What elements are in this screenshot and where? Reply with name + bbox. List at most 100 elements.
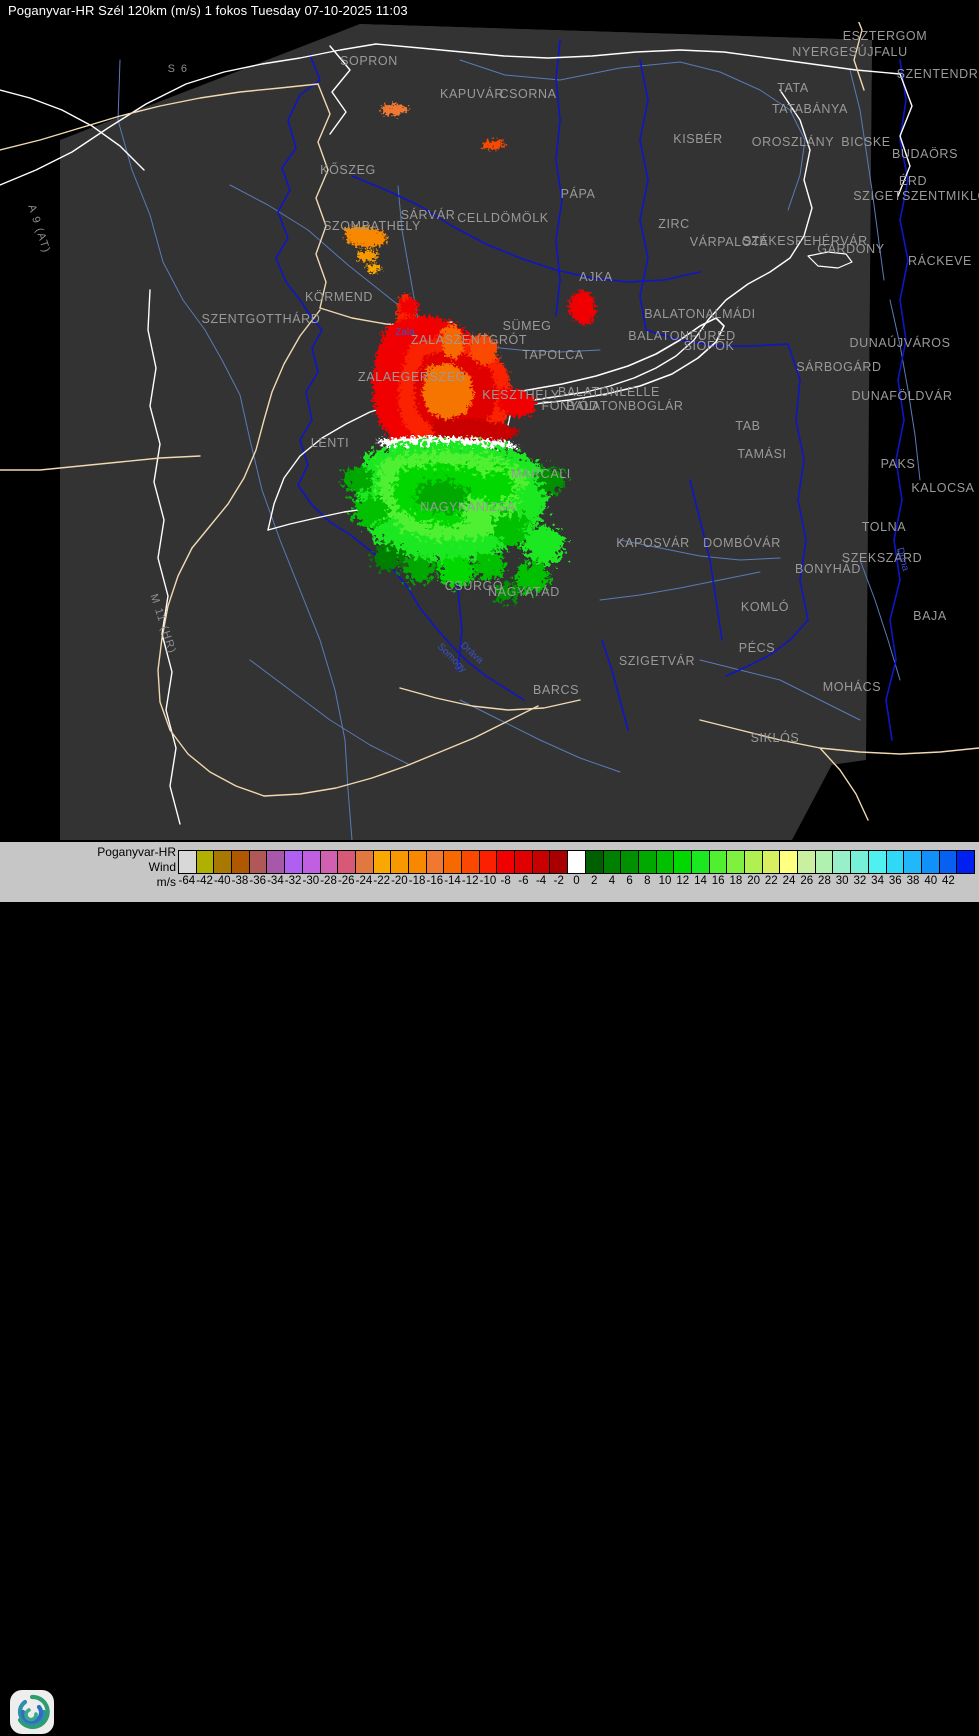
- color-scale-tick: -40: [213, 875, 231, 887]
- color-scale-tick: -38: [231, 875, 249, 887]
- color-scale-tick: 28: [818, 875, 831, 887]
- color-swatch: [568, 851, 586, 873]
- color-swatch: [302, 851, 321, 873]
- city-label: ZIRC: [658, 217, 690, 231]
- color-swatch: [355, 851, 374, 873]
- city-label: SZOMBATHELY: [323, 219, 421, 233]
- color-swatch: [656, 851, 675, 873]
- city-label: BUDAÖRS: [892, 147, 958, 161]
- color-scale-tick: -26: [337, 875, 355, 887]
- city-label: BALATONALMÁDI: [644, 306, 756, 321]
- color-scale-tick: -8: [500, 875, 511, 887]
- color-scale-tick: 38: [906, 875, 920, 887]
- color-swatch: [320, 851, 339, 873]
- color-scale-tick: -2: [553, 875, 564, 887]
- color-scale-tick: 4: [608, 875, 616, 887]
- city-label: ZALASZENTGRÓT: [411, 332, 527, 347]
- city-label: DOMBÓVÁR: [703, 535, 781, 550]
- city-label: MARCALI: [511, 467, 571, 481]
- color-scale-bar[interactable]: [178, 850, 975, 874]
- color-swatch: [179, 851, 197, 873]
- city-label: NAGYKANIZSA: [420, 500, 516, 514]
- color-scale-tick: -34: [267, 875, 284, 887]
- color-scale-tick: -28: [320, 875, 337, 887]
- color-scale-tick: -42: [196, 875, 213, 887]
- color-swatch: [444, 851, 462, 873]
- color-scale-tick: -6: [518, 875, 529, 887]
- color-scale-tick: -16: [426, 875, 444, 887]
- city-label: SÁRVÁR: [401, 207, 456, 222]
- color-scale-tick: 20: [747, 875, 761, 887]
- radar-map-canvas[interactable]: MOSONMAGYARÓVÁRESZTERGOMNYERGESÚJFALUSZE…: [0, 0, 979, 840]
- color-scale-tick: -4: [535, 875, 547, 887]
- city-label: SOPRON: [340, 54, 398, 68]
- color-scale-tick: 32: [853, 875, 867, 887]
- city-label: VÁRPALOTA: [690, 234, 769, 249]
- legend-caption: Poganyvar-HR Wind m/s: [86, 845, 176, 890]
- city-label: SÁRBOGÁRD: [796, 359, 881, 374]
- color-swatch: [585, 851, 604, 873]
- map-labels: MOSONMAGYARÓVÁRESZTERGOMNYERGESÚJFALUSZE…: [25, 0, 979, 745]
- city-label: TAMÁSI: [737, 446, 786, 461]
- city-label: DUNAFÖLDVÁR: [851, 388, 952, 403]
- radar-echo-layer: [342, 104, 596, 602]
- color-scale-tick: 42: [942, 875, 955, 887]
- city-label: GÁRDONY: [817, 241, 884, 256]
- color-scale-tick: 10: [658, 875, 672, 887]
- color-swatch: [550, 851, 569, 873]
- city-label: TOLNA: [862, 520, 907, 534]
- color-scale-tick: 36: [888, 875, 902, 887]
- color-swatch: [267, 851, 286, 873]
- city-label: KÖRMEND: [305, 290, 373, 304]
- color-swatch: [196, 851, 215, 873]
- color-swatch: [479, 851, 498, 873]
- color-swatch: [709, 851, 728, 873]
- color-scale-tick: -18: [408, 875, 426, 887]
- city-label: MOHÁCS: [823, 679, 881, 694]
- color-swatch: [957, 851, 974, 873]
- color-swatch: [815, 851, 834, 873]
- color-scale-tick: 34: [871, 875, 884, 887]
- city-label: SZENTENDRE: [897, 67, 979, 81]
- color-scale-tick: -14: [444, 875, 461, 887]
- legend-panel: Poganyvar-HR Wind m/s -64 -42 -40 -38 -36 -34…: [0, 840, 979, 1734]
- city-label: CELLDÖMÖLK: [457, 211, 549, 225]
- color-scale-tick: 0: [573, 875, 580, 887]
- city-label: SZENTGOTTHÁRD: [202, 311, 321, 326]
- color-scale-tick: -24: [355, 875, 373, 887]
- city-label: BAJA: [913, 609, 947, 623]
- color-swatch: [515, 851, 533, 873]
- color-swatch: [727, 851, 745, 873]
- city-label: NYERGESÚJFALU: [792, 44, 907, 59]
- city-label: SZIGETSZENTMIKLÓS: [853, 188, 979, 203]
- page-title: Poganyvar-HR Szél 120km (m/s) 1 fokos Tu…: [8, 3, 408, 18]
- color-swatch: [833, 851, 852, 873]
- city-label: KAPUVÁR: [440, 86, 504, 101]
- color-swatch: [798, 851, 816, 873]
- city-label: SÜMEG: [503, 319, 552, 333]
- road-label: S 6: [168, 63, 189, 75]
- color-scale-tick: 18: [729, 875, 743, 887]
- city-label: CSORNA: [499, 87, 556, 101]
- city-label: BICSKE: [841, 135, 890, 149]
- city-label: KOMLÓ: [741, 599, 789, 614]
- color-swatch: [249, 851, 268, 873]
- color-scale-tick: 8: [644, 875, 651, 887]
- legend-units-label: m/s: [156, 875, 176, 889]
- color-scale-tick: -12: [461, 875, 479, 887]
- road-label: M 11 (HR): [147, 592, 178, 655]
- color-scale-tick: 16: [711, 875, 725, 887]
- color-swatch: [214, 851, 233, 873]
- city-label: KŐSZEG: [320, 162, 376, 177]
- color-swatch: [868, 851, 887, 873]
- city-label: BONYHÁD: [795, 561, 861, 576]
- city-label: ZALAEGERSZEG: [358, 370, 466, 384]
- color-scale[interactable]: -64 -42 -40 -38 -36 -34 -32 -30 -28 -26 -24 -22 -20-…: [178, 850, 975, 898]
- color-swatch: [691, 851, 710, 873]
- color-swatch: [921, 851, 940, 873]
- city-label: KESZTHELY: [482, 388, 559, 402]
- color-scale-tick: 40: [924, 875, 938, 887]
- color-scale-tick: 12: [676, 875, 690, 887]
- color-scale-tick: -32: [284, 875, 302, 887]
